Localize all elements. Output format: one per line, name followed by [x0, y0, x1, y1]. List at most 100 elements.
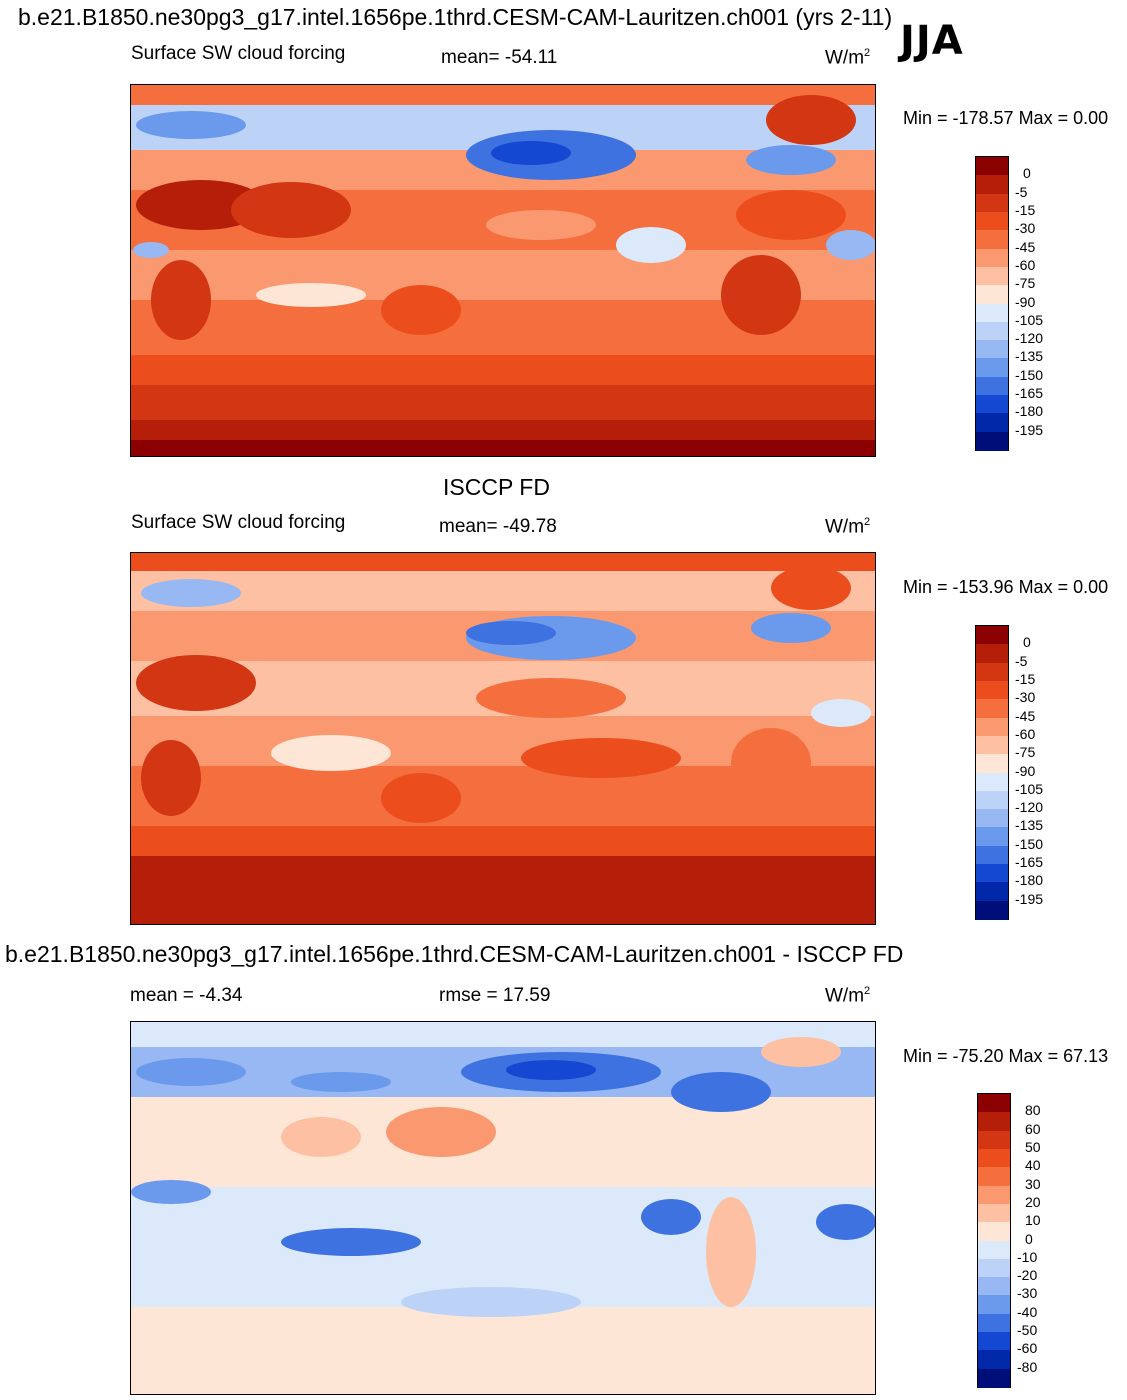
- colorbar-swatch: [978, 1112, 1010, 1132]
- panel3-blob: [816, 1204, 875, 1240]
- colorbar-swatch: [978, 1277, 1010, 1297]
- colorbar-swatch: [976, 376, 1008, 396]
- panel2-mean-label: mean= -49.78: [439, 516, 557, 537]
- colorbar-swatch: [978, 1203, 1010, 1223]
- panel1-band: [131, 420, 875, 440]
- colorbar-tick-label: -80: [1017, 1358, 1038, 1375]
- panel1-blob: [491, 141, 571, 165]
- colorbar-tick-label: -135: [1015, 348, 1044, 365]
- colorbar-tick-label: -150: [1015, 366, 1044, 383]
- colorbar-tick-label: -45: [1015, 238, 1036, 255]
- colorbar-tick-label: -105: [1015, 311, 1044, 328]
- colorbar-tick-label: -195: [1015, 890, 1044, 907]
- panel2-blob: [466, 621, 556, 645]
- colorbar-tick-label: -75: [1015, 744, 1036, 761]
- panel1-blob: [151, 260, 211, 340]
- panel2-band: [131, 826, 875, 856]
- panel3-band: [131, 1307, 875, 1394]
- panel3-rmse-label: rmse = 17.59: [439, 985, 551, 1006]
- panel2-band: [131, 856, 875, 924]
- panel3-blob: [706, 1122, 796, 1182]
- colorbar-swatch: [976, 340, 1008, 360]
- panel3-map-svg: [131, 1022, 875, 1394]
- colorbar-swatch: [976, 395, 1008, 415]
- panel2-band: [131, 571, 875, 611]
- colorbar-swatch: [976, 717, 1008, 737]
- colorbar-swatch: [976, 157, 1008, 176]
- colorbar-swatch: [976, 644, 1008, 664]
- colorbar-tick-label: -15: [1015, 670, 1036, 687]
- colorbar-tick-label: 60: [1025, 1120, 1041, 1137]
- panel1-colorbar: [975, 156, 1009, 451]
- colorbar-tick-label: -105: [1015, 780, 1044, 797]
- colorbar-swatch: [976, 772, 1008, 792]
- panel1-blob: [766, 95, 856, 145]
- panel3-units-label: W/m2: [825, 985, 871, 1007]
- panel3-blob: [281, 1228, 421, 1256]
- colorbar-swatch: [976, 662, 1008, 682]
- colorbar-tick-label: -195: [1015, 421, 1044, 438]
- colorbar-swatch: [978, 1332, 1010, 1352]
- panel2-blob: [271, 735, 391, 771]
- colorbar-tick-label: -60: [1015, 256, 1036, 273]
- panel2-variable-label: Surface SW cloud forcing: [131, 512, 346, 533]
- colorbar-tick-label: -165: [1015, 385, 1044, 402]
- colorbar-swatch: [976, 175, 1008, 195]
- panel1-blob: [256, 283, 366, 307]
- colorbar-swatch: [978, 1167, 1010, 1187]
- colorbar-tick-label: -150: [1015, 835, 1044, 852]
- colorbar-swatch: [976, 699, 1008, 719]
- panel1-blob: [616, 227, 686, 263]
- panel1-blob: [381, 285, 461, 335]
- colorbar-swatch: [978, 1130, 1010, 1150]
- panel2-map-svg: [131, 553, 875, 924]
- colorbar-swatch: [978, 1313, 1010, 1333]
- panel2-title: ISCCP FD: [443, 474, 550, 500]
- panel3-blob: [136, 1058, 246, 1086]
- figure-title: b.e21.B1850.ne30pg3_g17.intel.1656pe.1th…: [18, 4, 893, 30]
- colorbar-tick-label: -90: [1015, 762, 1036, 779]
- colorbar-tick-label: -30: [1017, 1285, 1038, 1302]
- colorbar-tick-label: -30: [1015, 220, 1036, 237]
- colorbar-swatch: [976, 809, 1008, 829]
- panel3-blob: [641, 1199, 701, 1235]
- panel2-blob: [731, 728, 811, 798]
- panel1-units-label: W/m2: [825, 47, 871, 69]
- panel2-blob: [521, 738, 681, 778]
- colorbar-tick-label: -180: [1015, 403, 1044, 420]
- colorbar-tick-label: 80: [1025, 1102, 1041, 1119]
- panel2-colorbar: [975, 625, 1009, 920]
- panel3-mean-label: mean = -4.34: [130, 985, 243, 1006]
- panel3-band: [131, 1187, 875, 1247]
- colorbar-swatch: [976, 321, 1008, 341]
- colorbar-tick-label: 50: [1025, 1138, 1041, 1155]
- colorbar-tick-label: -165: [1015, 854, 1044, 871]
- panel3-blob: [291, 1072, 391, 1092]
- colorbar-swatch: [976, 431, 1008, 451]
- panel1-blob: [736, 190, 846, 240]
- panel2-blob: [811, 699, 871, 727]
- colorbar-tick-label: -45: [1015, 707, 1036, 724]
- panel1-blob: [721, 255, 801, 335]
- colorbar-swatch: [976, 680, 1008, 700]
- colorbar-swatch: [976, 266, 1008, 286]
- colorbar-tick-label: 30: [1025, 1175, 1041, 1192]
- panel1-variable-label: Surface SW cloud forcing: [131, 43, 346, 64]
- colorbar-tick-label: 20: [1025, 1193, 1041, 1210]
- panel1-band: [131, 385, 875, 420]
- panel1-colorbar-labels: 0 -5 -15 -30 -45 -60 -75 -90 -105 -120 -135 -150 -16…: [1015, 156, 1075, 449]
- colorbar-tick-label: -120: [1015, 799, 1044, 816]
- panel2-units-label: W/m2: [825, 516, 871, 538]
- panel2-blob: [476, 678, 626, 718]
- colorbar-tick-label: -75: [1015, 275, 1036, 292]
- colorbar-swatch: [978, 1094, 1010, 1113]
- panel2-band: [131, 553, 875, 571]
- panel1-map-svg: [131, 85, 875, 456]
- colorbar-swatch: [976, 413, 1008, 433]
- colorbar-swatch: [976, 193, 1008, 213]
- panel3-blob: [281, 1117, 361, 1157]
- panel2-blob: [771, 566, 851, 610]
- colorbar-tick-label: -135: [1015, 817, 1044, 834]
- panel3-blob: [506, 1060, 596, 1080]
- panel3-blob: [706, 1197, 756, 1307]
